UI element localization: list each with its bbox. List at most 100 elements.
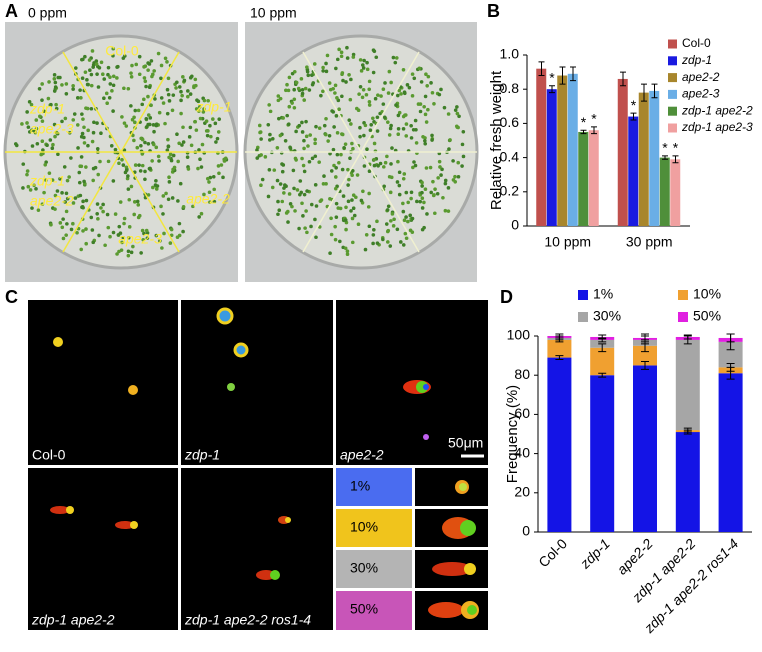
seedling bbox=[331, 86, 335, 91]
seedling bbox=[170, 196, 175, 200]
seedling bbox=[152, 69, 156, 73]
seedling bbox=[47, 171, 52, 175]
seedling bbox=[60, 191, 64, 195]
seedling bbox=[443, 181, 448, 186]
seedling bbox=[54, 130, 59, 135]
seedling bbox=[382, 115, 387, 120]
seedling bbox=[286, 88, 291, 93]
seedling bbox=[202, 98, 207, 103]
seedling bbox=[25, 121, 29, 125]
seedling bbox=[136, 215, 141, 220]
legend-swatch bbox=[668, 56, 677, 66]
seedling bbox=[84, 241, 89, 246]
seedling bbox=[181, 140, 186, 144]
seedling bbox=[358, 134, 362, 139]
seedling bbox=[433, 187, 437, 191]
error-bar bbox=[555, 333, 564, 339]
seedling bbox=[327, 81, 332, 85]
significance-mark: * bbox=[581, 114, 587, 130]
seedling bbox=[322, 123, 327, 128]
seedling bbox=[313, 217, 317, 222]
seedling bbox=[177, 85, 182, 89]
seedling bbox=[53, 134, 57, 139]
y-tick-label: 0 bbox=[511, 217, 519, 233]
seedling bbox=[206, 98, 210, 103]
seedling bbox=[177, 141, 181, 146]
seedling bbox=[199, 165, 204, 169]
sector-lines bbox=[5, 51, 237, 253]
seedling bbox=[304, 134, 309, 139]
seedling bbox=[389, 175, 394, 180]
seedling bbox=[197, 109, 201, 113]
seedling bbox=[52, 122, 57, 127]
seedling bbox=[71, 83, 75, 88]
seedling bbox=[123, 170, 128, 175]
seedling bbox=[288, 145, 292, 150]
seedling bbox=[401, 243, 406, 247]
seedling bbox=[418, 199, 423, 204]
seedling bbox=[80, 57, 84, 62]
seedling bbox=[100, 72, 105, 77]
seedling bbox=[324, 182, 328, 186]
seedling bbox=[60, 83, 64, 87]
seedling bbox=[446, 112, 451, 116]
class-label: 50% bbox=[350, 601, 378, 617]
seedling bbox=[290, 204, 294, 209]
error-bar bbox=[662, 155, 668, 160]
seedling bbox=[81, 205, 85, 210]
seedling bbox=[52, 89, 57, 93]
seedling bbox=[334, 201, 339, 206]
seedling bbox=[123, 54, 127, 58]
seedling bbox=[147, 122, 152, 127]
seedling bbox=[321, 65, 325, 70]
seedling bbox=[333, 91, 337, 95]
seedling bbox=[329, 169, 334, 173]
seedling bbox=[345, 249, 350, 254]
seedling bbox=[389, 219, 393, 223]
seedling bbox=[102, 96, 106, 101]
seedling bbox=[222, 159, 227, 163]
seedling bbox=[188, 75, 193, 80]
seedling bbox=[272, 168, 277, 172]
legend-label: 1% bbox=[593, 286, 613, 302]
seedling bbox=[47, 80, 51, 84]
error-bar bbox=[538, 61, 545, 77]
seedling bbox=[334, 165, 338, 170]
seedling bbox=[65, 196, 70, 201]
seedling bbox=[134, 62, 139, 67]
seedling bbox=[223, 156, 228, 161]
seedling bbox=[40, 82, 44, 86]
seedling bbox=[176, 159, 180, 164]
seedling bbox=[35, 141, 40, 146]
error-bar bbox=[580, 129, 587, 135]
seedling bbox=[290, 101, 294, 105]
seedling bbox=[373, 96, 378, 101]
seedling bbox=[285, 82, 289, 87]
panel-label: D bbox=[500, 287, 513, 307]
error-bar bbox=[630, 112, 637, 121]
seedling bbox=[387, 133, 392, 137]
seedling bbox=[97, 65, 102, 70]
seedling bbox=[85, 78, 89, 82]
seedling bbox=[141, 237, 146, 242]
seedling bbox=[194, 128, 199, 132]
seedling bbox=[364, 92, 369, 97]
seedling bbox=[386, 91, 391, 95]
legend-swatch bbox=[578, 312, 588, 322]
seedling bbox=[155, 184, 160, 188]
seedling bbox=[300, 156, 304, 161]
seedling bbox=[120, 157, 124, 162]
seedling bbox=[61, 217, 65, 221]
seedling bbox=[202, 107, 206, 111]
seedling bbox=[27, 100, 32, 104]
seedling bbox=[126, 253, 131, 258]
seedling bbox=[55, 189, 60, 193]
scale-bar-label: 50μm bbox=[448, 435, 483, 451]
seedling bbox=[280, 162, 284, 166]
seedling bbox=[151, 142, 156, 147]
seedling bbox=[171, 93, 176, 97]
seedling bbox=[367, 191, 371, 196]
seedling bbox=[144, 116, 149, 121]
seedling bbox=[54, 102, 58, 107]
plate-label: ape2-2 bbox=[30, 193, 74, 209]
